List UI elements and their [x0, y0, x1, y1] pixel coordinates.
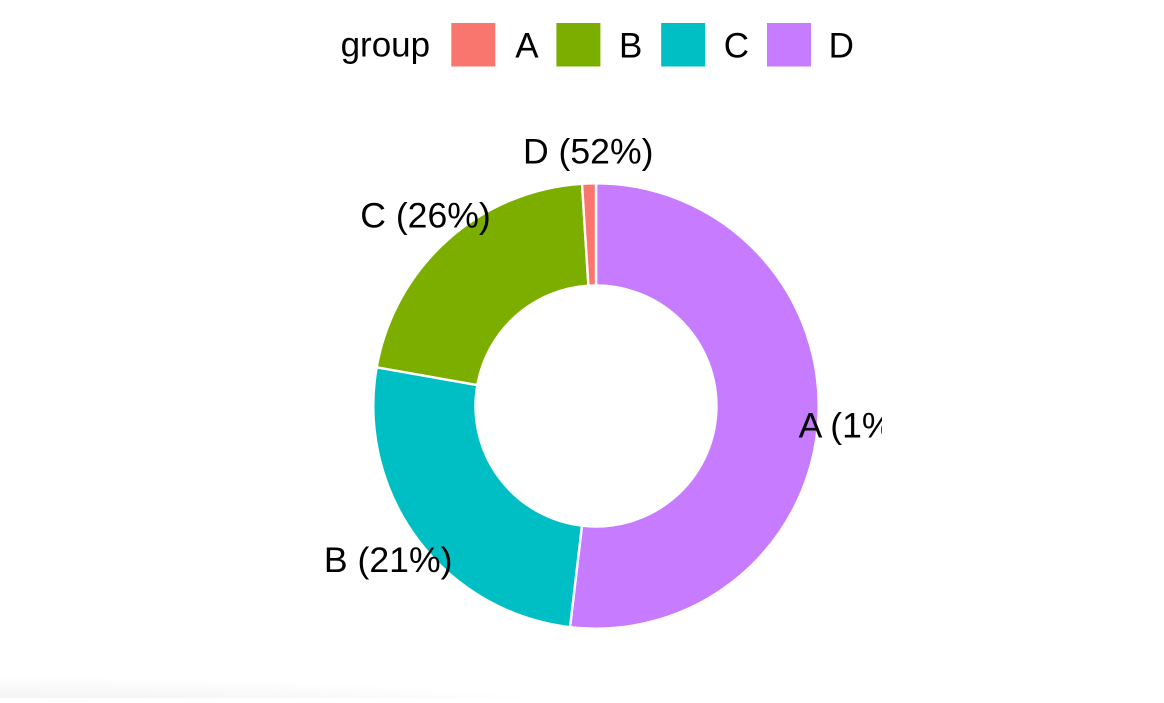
svg-text:C (26%): C (26%): [360, 195, 490, 235]
svg-text:A: A: [515, 26, 539, 65]
svg-text:B (21%): B (21%): [324, 540, 453, 580]
svg-text:D: D: [829, 26, 854, 65]
svg-text:group: group: [341, 26, 431, 65]
svg-text:D (52%): D (52%): [523, 132, 653, 172]
svg-text:C: C: [724, 26, 749, 65]
svg-text:A (1%): A (1%): [799, 406, 906, 446]
svg-text:B: B: [619, 26, 642, 65]
